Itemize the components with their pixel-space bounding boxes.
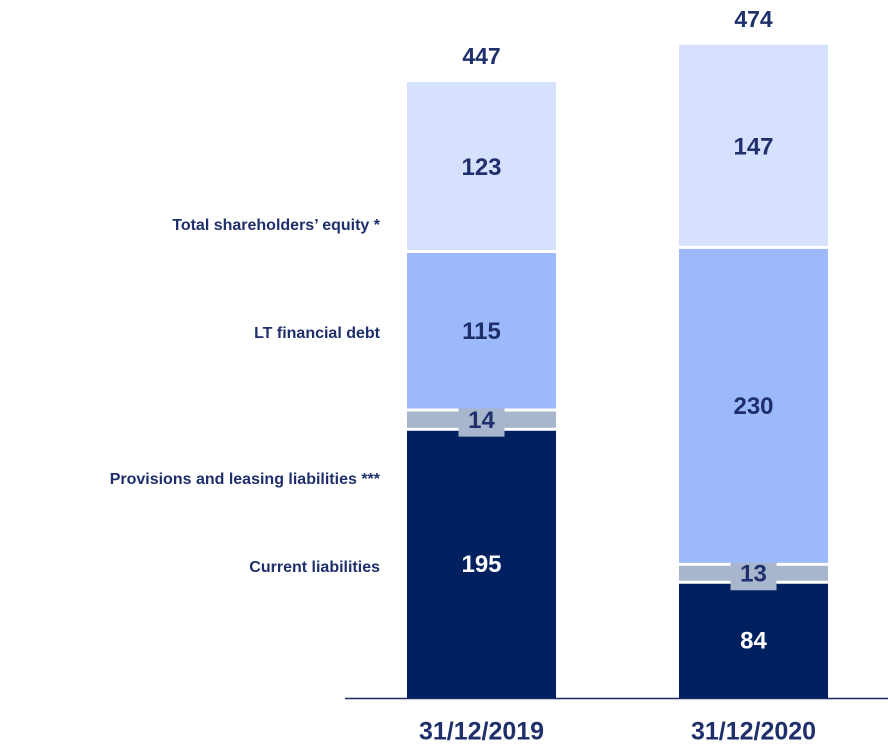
series-label: LT financial debt xyxy=(254,325,381,342)
total-label: 474 xyxy=(734,6,773,32)
value-label-box xyxy=(458,405,505,437)
value-label: 84 xyxy=(740,627,767,654)
value-label: 195 xyxy=(461,551,501,578)
x-tick-label: 31/12/2019 xyxy=(419,718,544,746)
series-label: Total shareholders’ equity * xyxy=(172,217,381,234)
series-label: Provisions and leasing liabilities *** xyxy=(110,471,381,488)
bar-segment xyxy=(407,430,556,698)
bar-segment xyxy=(679,248,828,563)
total-label: 447 xyxy=(462,43,500,69)
bar-segment xyxy=(679,44,828,246)
bar-segment xyxy=(679,583,828,698)
value-label: 13 xyxy=(740,561,767,588)
value-label: 115 xyxy=(462,318,501,345)
value-label: 147 xyxy=(733,133,773,160)
value-label: 230 xyxy=(733,393,773,420)
value-label: 14 xyxy=(468,407,495,434)
value-label-box xyxy=(730,559,777,591)
bar-segment xyxy=(407,82,556,251)
series-label: Current liabilities xyxy=(249,559,380,576)
bar-segment xyxy=(407,253,556,409)
value-label: 123 xyxy=(461,154,501,181)
x-tick-label: 31/12/2020 xyxy=(691,718,816,746)
